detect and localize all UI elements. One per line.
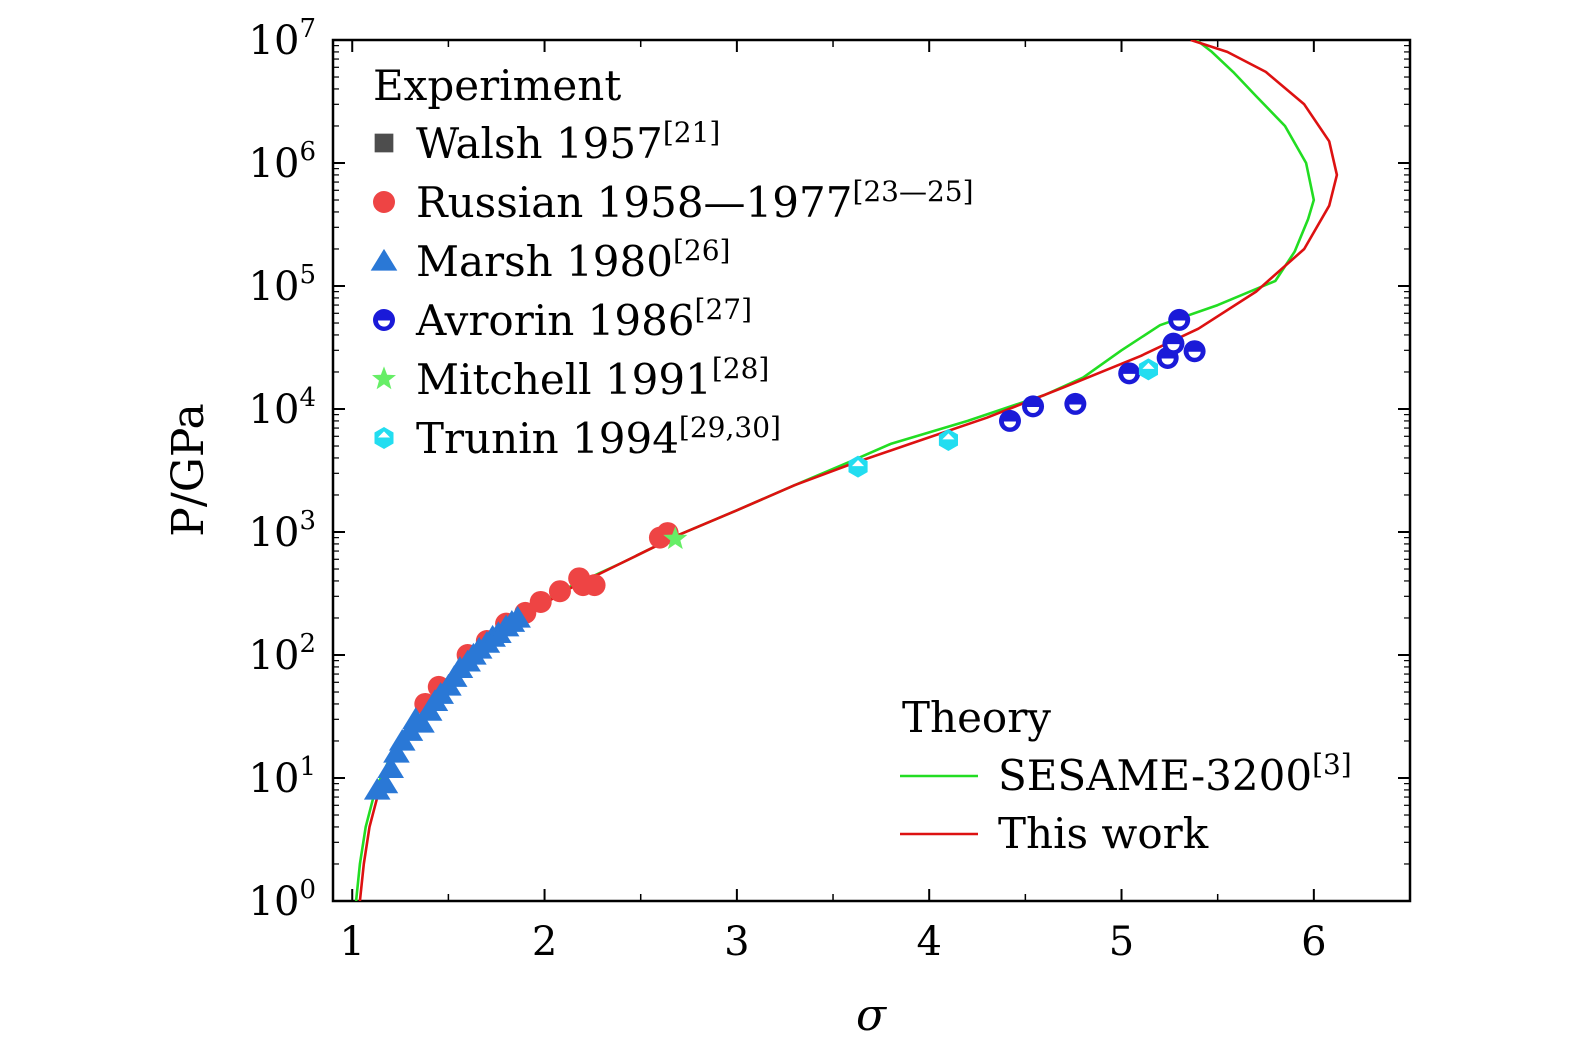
x-tick-label: 1	[340, 919, 365, 965]
legend-marker-star	[372, 366, 396, 390]
tick-marks	[333, 39, 1410, 902]
y-tick-label: 101	[249, 752, 316, 802]
marker-trunin-1994-body	[848, 455, 868, 478]
marker-avrorin-1986-notch	[1003, 421, 1017, 428]
marker-avrorin-1986-disc	[1183, 340, 1206, 363]
marker-marsh-1980	[383, 740, 410, 763]
marker-avrorin-1986	[1183, 340, 1206, 363]
x-tick-label: 2	[532, 919, 557, 965]
legend-theory-title: Theory	[902, 693, 1051, 742]
legend-marker-triangle	[370, 248, 398, 271]
marker-marsh-1980	[408, 710, 435, 733]
marker-avrorin-1986-notch	[1027, 406, 1040, 413]
marker-trunin-1994	[848, 455, 868, 478]
y-tick-label: 104	[249, 383, 316, 433]
marker-avrorin-1986	[998, 409, 1021, 432]
legend-entry-label: Marsh 1980[26]	[416, 234, 730, 286]
marker-avrorin-1986-disc	[1162, 332, 1185, 355]
marker-avrorin-1986	[1064, 392, 1087, 415]
legend-marker-half-circle-notch	[377, 320, 391, 327]
experiment-markers	[363, 308, 1206, 800]
marker-avrorin-1986-notch	[1173, 320, 1186, 327]
marker-avrorin-1986-disc	[1022, 395, 1045, 418]
legend-experiment-title: Experiment	[373, 61, 621, 110]
x-tick-label: 5	[1109, 919, 1134, 965]
legend-entry-label: Russian 1958—1977[23—25]	[416, 175, 974, 227]
legend-entry-label: Walsh 1957[21]	[416, 116, 720, 168]
marker-avrorin-1986	[1118, 362, 1141, 385]
legend-entry-label: Avrorin 1986[27]	[415, 293, 752, 345]
legend-marker-circle	[373, 191, 395, 213]
marker-avrorin-1986	[1162, 332, 1185, 355]
legend-marker-hexagon	[374, 427, 394, 449]
legend-marker-half-circle-disc	[373, 309, 395, 331]
y-tick-labels: 100 101 102 103 104 105 106 107	[249, 14, 316, 925]
marker-russian-1958-1977	[529, 590, 552, 613]
marker-avrorin-1986-notch	[1123, 373, 1136, 380]
legend-marker-hexagon-body	[374, 427, 394, 449]
x-tick-labels: 1 2 3 4 5 6	[340, 919, 1327, 965]
marker-avrorin-1986-disc	[1118, 362, 1141, 385]
marker-trunin-1994	[1138, 358, 1158, 381]
x-tick-label: 6	[1301, 919, 1326, 965]
marker-trunin-1994-body	[938, 429, 958, 451]
legend-theory: Theory SESAME-3200[3] This work	[900, 693, 1352, 858]
plot-frame	[331, 38, 1412, 903]
legend-entry-label: Mitchell 1991[28]	[416, 352, 769, 404]
marker-trunin-1994-notch	[942, 433, 955, 440]
legend-entry-label: Trunin 1994[29,30]	[416, 411, 781, 463]
marker-avrorin-1986	[1022, 395, 1045, 418]
marker-marsh-1980	[371, 771, 399, 794]
x-axis-label: σ	[856, 990, 888, 1041]
legend-marker-square	[374, 133, 394, 153]
y-axis-label: P/GPa	[163, 403, 214, 536]
legend-marker-half-circle	[373, 309, 395, 331]
y-tick-label: 105	[249, 260, 316, 310]
marker-trunin-1994-notch	[1142, 362, 1155, 369]
legend-marker-hexagon-notch	[377, 431, 391, 438]
marker-avrorin-1986-disc	[998, 409, 1021, 432]
marker-avrorin-1986-notch	[1069, 404, 1082, 411]
marker-mitchell-1991	[663, 526, 688, 550]
marker-avrorin-1986-disc	[1064, 392, 1087, 415]
legend-entry-label: This work	[998, 809, 1209, 858]
marker-marsh-1980	[504, 605, 531, 628]
y-tick-label: 107	[249, 14, 316, 64]
y-tick-label: 106	[249, 137, 316, 187]
marker-avrorin-1986	[1168, 308, 1191, 331]
marker-russian-1958-1977	[583, 574, 606, 597]
marker-trunin-1994	[938, 429, 958, 451]
legend-experiment: Experiment Walsh 1957[21] Russian 1958—19…	[370, 61, 974, 463]
marker-avrorin-1986-notch	[1188, 351, 1201, 358]
marker-russian-1958-1977	[548, 580, 571, 603]
marker-avrorin-1986-notch	[1161, 358, 1174, 365]
marker-marsh-1980	[377, 756, 405, 778]
marker-trunin-1994-notch	[851, 460, 865, 467]
x-tick-label: 3	[724, 919, 749, 965]
y-tick-label: 102	[249, 629, 316, 679]
marker-avrorin-1986-notch	[1167, 344, 1180, 351]
x-tick-label: 4	[916, 919, 941, 965]
y-tick-label: 100	[249, 875, 316, 925]
marker-trunin-1994-body	[1138, 358, 1158, 381]
y-tick-label: 103	[249, 506, 316, 556]
marker-avrorin-1986-disc	[1168, 308, 1191, 331]
legend-entry-label: SESAME-3200[3]	[998, 748, 1352, 800]
